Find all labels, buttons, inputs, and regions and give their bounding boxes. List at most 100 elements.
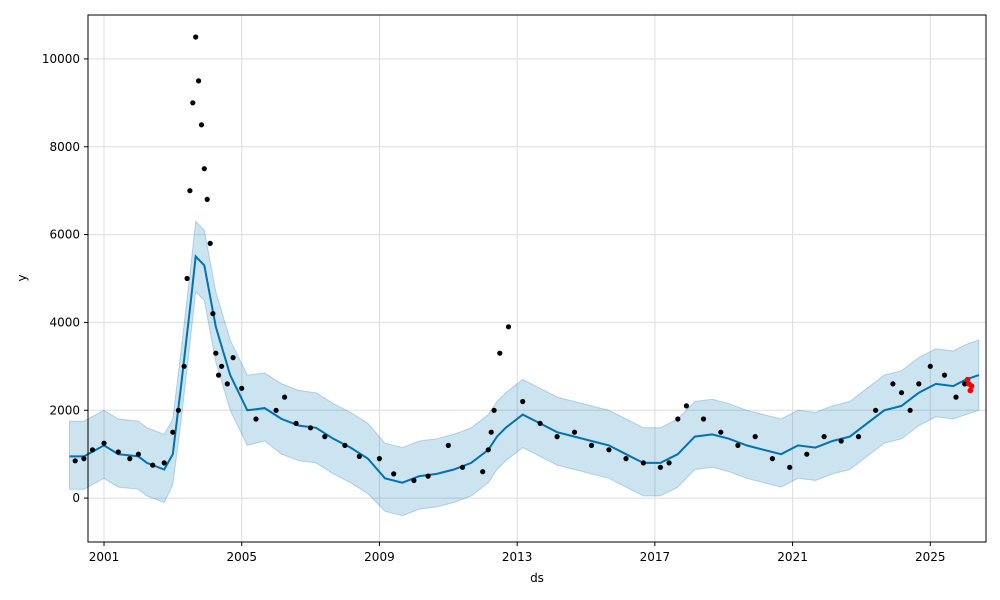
observed-point bbox=[588, 442, 595, 448]
observed-point bbox=[554, 434, 560, 440]
observed-point bbox=[505, 324, 512, 330]
observed-point bbox=[198, 122, 205, 128]
observed-point bbox=[445, 442, 451, 448]
observed-point bbox=[175, 407, 181, 413]
observed-point bbox=[224, 381, 230, 387]
observed-point bbox=[485, 447, 491, 453]
x-tick-label: 2017 bbox=[640, 550, 671, 564]
observed-point bbox=[196, 78, 202, 84]
observed-point bbox=[480, 469, 486, 475]
observed-point bbox=[307, 425, 314, 431]
observed-point bbox=[898, 390, 905, 396]
observed-point bbox=[184, 275, 190, 282]
observed-point bbox=[890, 381, 896, 387]
recent-point bbox=[964, 376, 971, 383]
observed-point bbox=[657, 464, 664, 470]
observed-point bbox=[907, 407, 913, 413]
observed-point bbox=[127, 456, 133, 462]
observed-point bbox=[170, 429, 176, 435]
observed-point bbox=[282, 394, 288, 400]
observed-point bbox=[293, 420, 299, 426]
observed-point bbox=[115, 449, 121, 455]
forecast-line bbox=[69, 254, 980, 484]
recent-point bbox=[968, 383, 975, 389]
observed-point bbox=[787, 464, 793, 470]
observed-point bbox=[72, 458, 78, 464]
observed-points bbox=[72, 34, 968, 484]
observed-point bbox=[855, 434, 862, 440]
observed-point bbox=[953, 394, 959, 400]
observed-point bbox=[459, 464, 466, 470]
observed-point bbox=[838, 438, 844, 444]
observed-point bbox=[210, 311, 216, 317]
x-axis-label: ds bbox=[530, 571, 544, 585]
observed-point bbox=[666, 460, 672, 466]
observed-point bbox=[204, 196, 210, 202]
observed-point bbox=[230, 355, 236, 361]
observed-point bbox=[81, 456, 87, 462]
observed-point bbox=[752, 434, 758, 440]
observed-point bbox=[239, 385, 245, 391]
observed-point bbox=[89, 447, 96, 453]
forecast-line-path bbox=[69, 254, 980, 484]
observed-point bbox=[391, 471, 397, 477]
recent-points bbox=[964, 376, 975, 394]
y-axis: 0 2000 4000 6000 8000 10000 bbox=[42, 52, 88, 505]
observed-point bbox=[537, 420, 543, 426]
y-tick-label: 4000 bbox=[49, 315, 80, 329]
x-tick-label: 2021 bbox=[777, 550, 808, 564]
x-tick-label: 2009 bbox=[364, 550, 395, 564]
observed-point bbox=[675, 416, 681, 422]
observed-point bbox=[640, 460, 647, 466]
y-tick-label: 2000 bbox=[49, 403, 80, 417]
observed-point bbox=[161, 460, 167, 466]
plot-frame bbox=[87, 14, 987, 543]
x-tick-label: 2005 bbox=[226, 550, 257, 564]
y-tick-label: 6000 bbox=[49, 228, 80, 242]
x-tick-label: 2013 bbox=[502, 550, 533, 564]
observed-point bbox=[376, 456, 382, 462]
observed-point bbox=[253, 416, 259, 422]
observed-point bbox=[606, 447, 612, 453]
observed-point bbox=[623, 456, 629, 462]
observed-point bbox=[425, 473, 431, 479]
observed-point bbox=[497, 350, 503, 356]
observed-point bbox=[213, 350, 219, 356]
observed-point bbox=[769, 456, 776, 462]
observed-point bbox=[821, 434, 827, 440]
observed-point bbox=[571, 429, 578, 435]
observed-point bbox=[190, 100, 196, 106]
observed-point bbox=[219, 363, 225, 369]
observed-point bbox=[873, 407, 879, 413]
y-tick-label: 10000 bbox=[42, 52, 80, 66]
observed-point bbox=[342, 442, 348, 448]
observed-point bbox=[150, 462, 156, 468]
uncertainty-band-area bbox=[69, 220, 980, 517]
observed-point bbox=[488, 429, 494, 435]
observed-point bbox=[207, 240, 213, 246]
x-tick-label: 2001 bbox=[89, 550, 120, 564]
x-axis: 2001 2005 2009 2013 2017 2021 2025 bbox=[89, 542, 946, 564]
observed-point bbox=[683, 403, 690, 409]
observed-point bbox=[356, 453, 362, 459]
y-tick-label: 8000 bbox=[49, 140, 80, 154]
observed-point bbox=[101, 440, 107, 446]
observed-point bbox=[273, 407, 279, 413]
y-axis-label: y bbox=[15, 274, 29, 281]
observed-point bbox=[181, 363, 187, 369]
observed-point bbox=[201, 166, 207, 172]
observed-point bbox=[700, 416, 707, 422]
observed-point bbox=[322, 434, 328, 440]
observed-point bbox=[804, 451, 810, 457]
observed-point bbox=[187, 188, 193, 194]
y-tick-label: 0 bbox=[72, 491, 80, 505]
uncertainty-band bbox=[69, 220, 980, 517]
observed-point bbox=[916, 381, 922, 387]
observed-point bbox=[718, 429, 724, 435]
observed-point bbox=[193, 34, 199, 40]
observed-point bbox=[735, 442, 741, 448]
observed-point bbox=[411, 477, 417, 484]
observed-point bbox=[962, 381, 968, 387]
observed-point bbox=[941, 372, 948, 378]
